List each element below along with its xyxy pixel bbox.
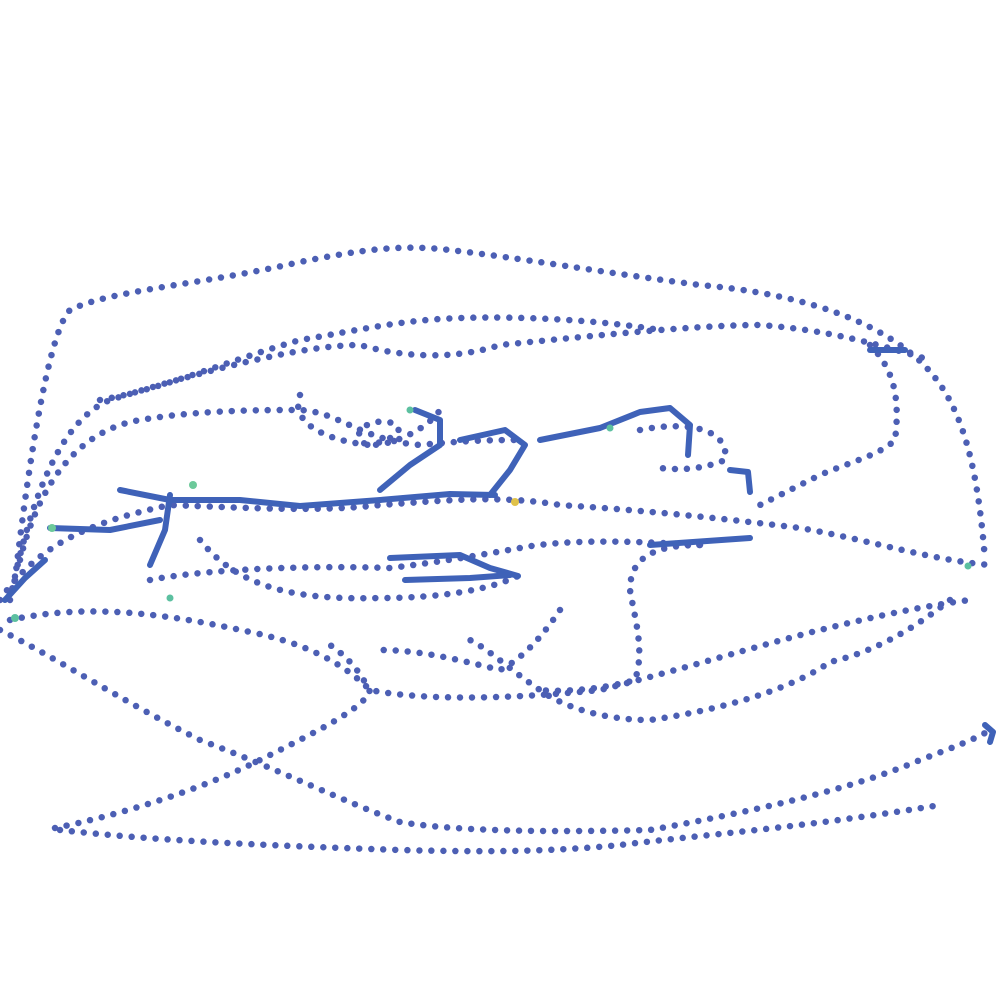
hot-spot bbox=[406, 406, 414, 414]
trace bbox=[982, 722, 996, 745]
trace bbox=[47, 517, 163, 533]
hot-spot bbox=[48, 524, 56, 532]
trace bbox=[51, 641, 374, 832]
trace bbox=[647, 535, 753, 548]
trace bbox=[537, 405, 693, 458]
trace bbox=[147, 492, 173, 568]
trace bbox=[146, 538, 704, 584]
hot-spot bbox=[964, 562, 972, 570]
hot-spot bbox=[511, 498, 519, 506]
hot-spot bbox=[189, 481, 197, 489]
trace bbox=[2, 557, 48, 603]
trace bbox=[376, 606, 564, 674]
trace bbox=[6, 596, 974, 701]
trace bbox=[756, 341, 900, 509]
trace bbox=[636, 423, 729, 473]
hot-spot bbox=[166, 594, 174, 602]
trace bbox=[96, 314, 664, 404]
trace bbox=[295, 391, 444, 449]
trace bbox=[196, 536, 524, 602]
trace bbox=[6, 321, 934, 604]
dotted-traces bbox=[0, 244, 996, 855]
hot-spot bbox=[606, 424, 614, 432]
trace bbox=[387, 552, 521, 579]
trace bbox=[536, 541, 704, 694]
dense-traces bbox=[2, 347, 996, 745]
trace bbox=[377, 407, 443, 493]
hot-spots bbox=[11, 406, 972, 622]
trace bbox=[56, 801, 944, 855]
trace bbox=[11, 244, 989, 584]
trace bbox=[402, 572, 513, 583]
trace bbox=[0, 626, 996, 835]
trace bbox=[727, 467, 753, 495]
trace bbox=[0, 495, 994, 604]
trace bbox=[457, 427, 528, 498]
hot-spot bbox=[11, 614, 19, 622]
